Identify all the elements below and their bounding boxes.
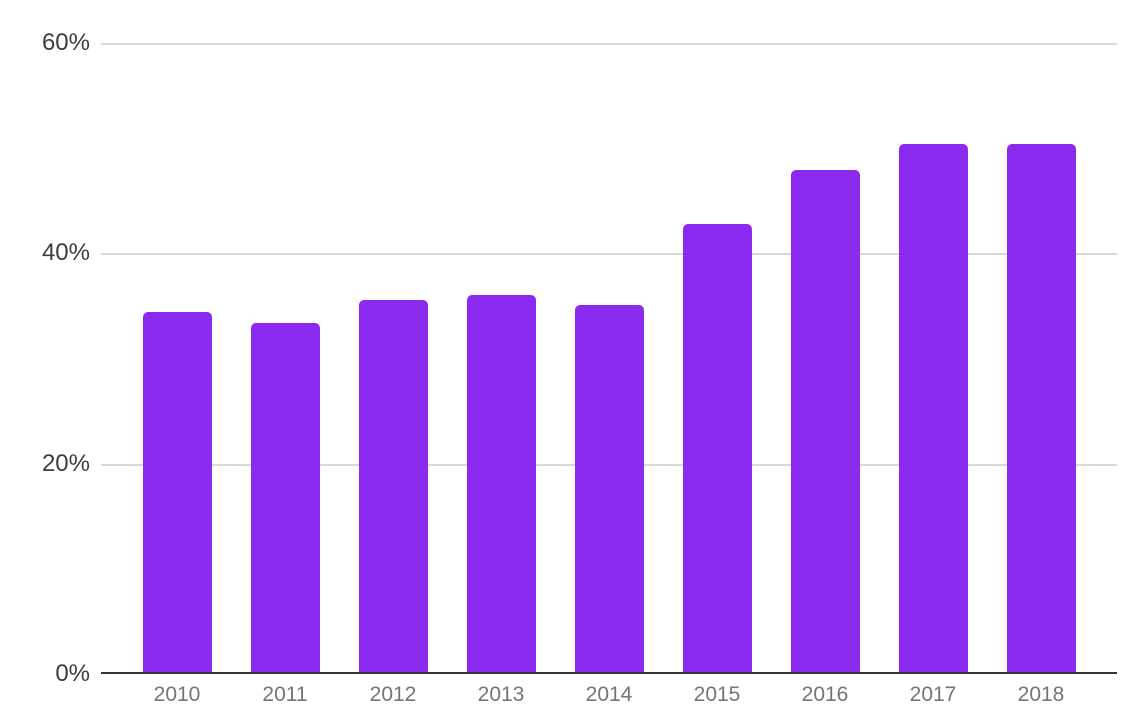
x-tick-label-2015: 2015 <box>693 683 741 706</box>
y-tick-label-0%: 0% <box>55 660 90 687</box>
gridline-60% <box>101 43 1117 45</box>
bar-2012 <box>358 299 428 674</box>
x-tick-label-2018: 2018 <box>1017 683 1065 706</box>
y-tick-label-20%: 20% <box>41 449 90 477</box>
bar-2011 <box>250 322 320 674</box>
bar-2014 <box>574 304 644 674</box>
x-tick-label-2013: 2013 <box>477 683 525 706</box>
x-tick-label-2012: 2012 <box>369 683 417 706</box>
bar-2013 <box>466 295 536 674</box>
x-tick-label-2010: 2010 <box>153 683 201 706</box>
x-axis-labels: 2010 2011 2012 2013 2014 2015 2016 2017 2018 <box>101 674 1117 707</box>
bar-2017 <box>898 143 968 674</box>
y-tick-label-40%: 40% <box>41 239 90 267</box>
bars-layer <box>101 43 1117 674</box>
bar-2015 <box>682 223 752 674</box>
y-axis: 0% 20% 40% 60% <box>0 29 90 687</box>
gridline-40% <box>101 253 1117 256</box>
plot-area: 2010 2011 2012 2013 2014 2015 2016 2017 2018 <box>101 43 1117 706</box>
x-tick-label-2017: 2017 <box>909 683 957 706</box>
x-tick-label-2016: 2016 <box>801 683 849 706</box>
y-tick-label-60%: 60% <box>41 29 90 56</box>
x-tick-label-2011: 2011 <box>262 683 308 706</box>
x-axis-line <box>101 672 1117 674</box>
bar-2010 <box>142 312 212 674</box>
bar-2018 <box>1006 143 1076 674</box>
bar-2016 <box>790 170 860 674</box>
x-tick-label-2014: 2014 <box>585 683 633 706</box>
